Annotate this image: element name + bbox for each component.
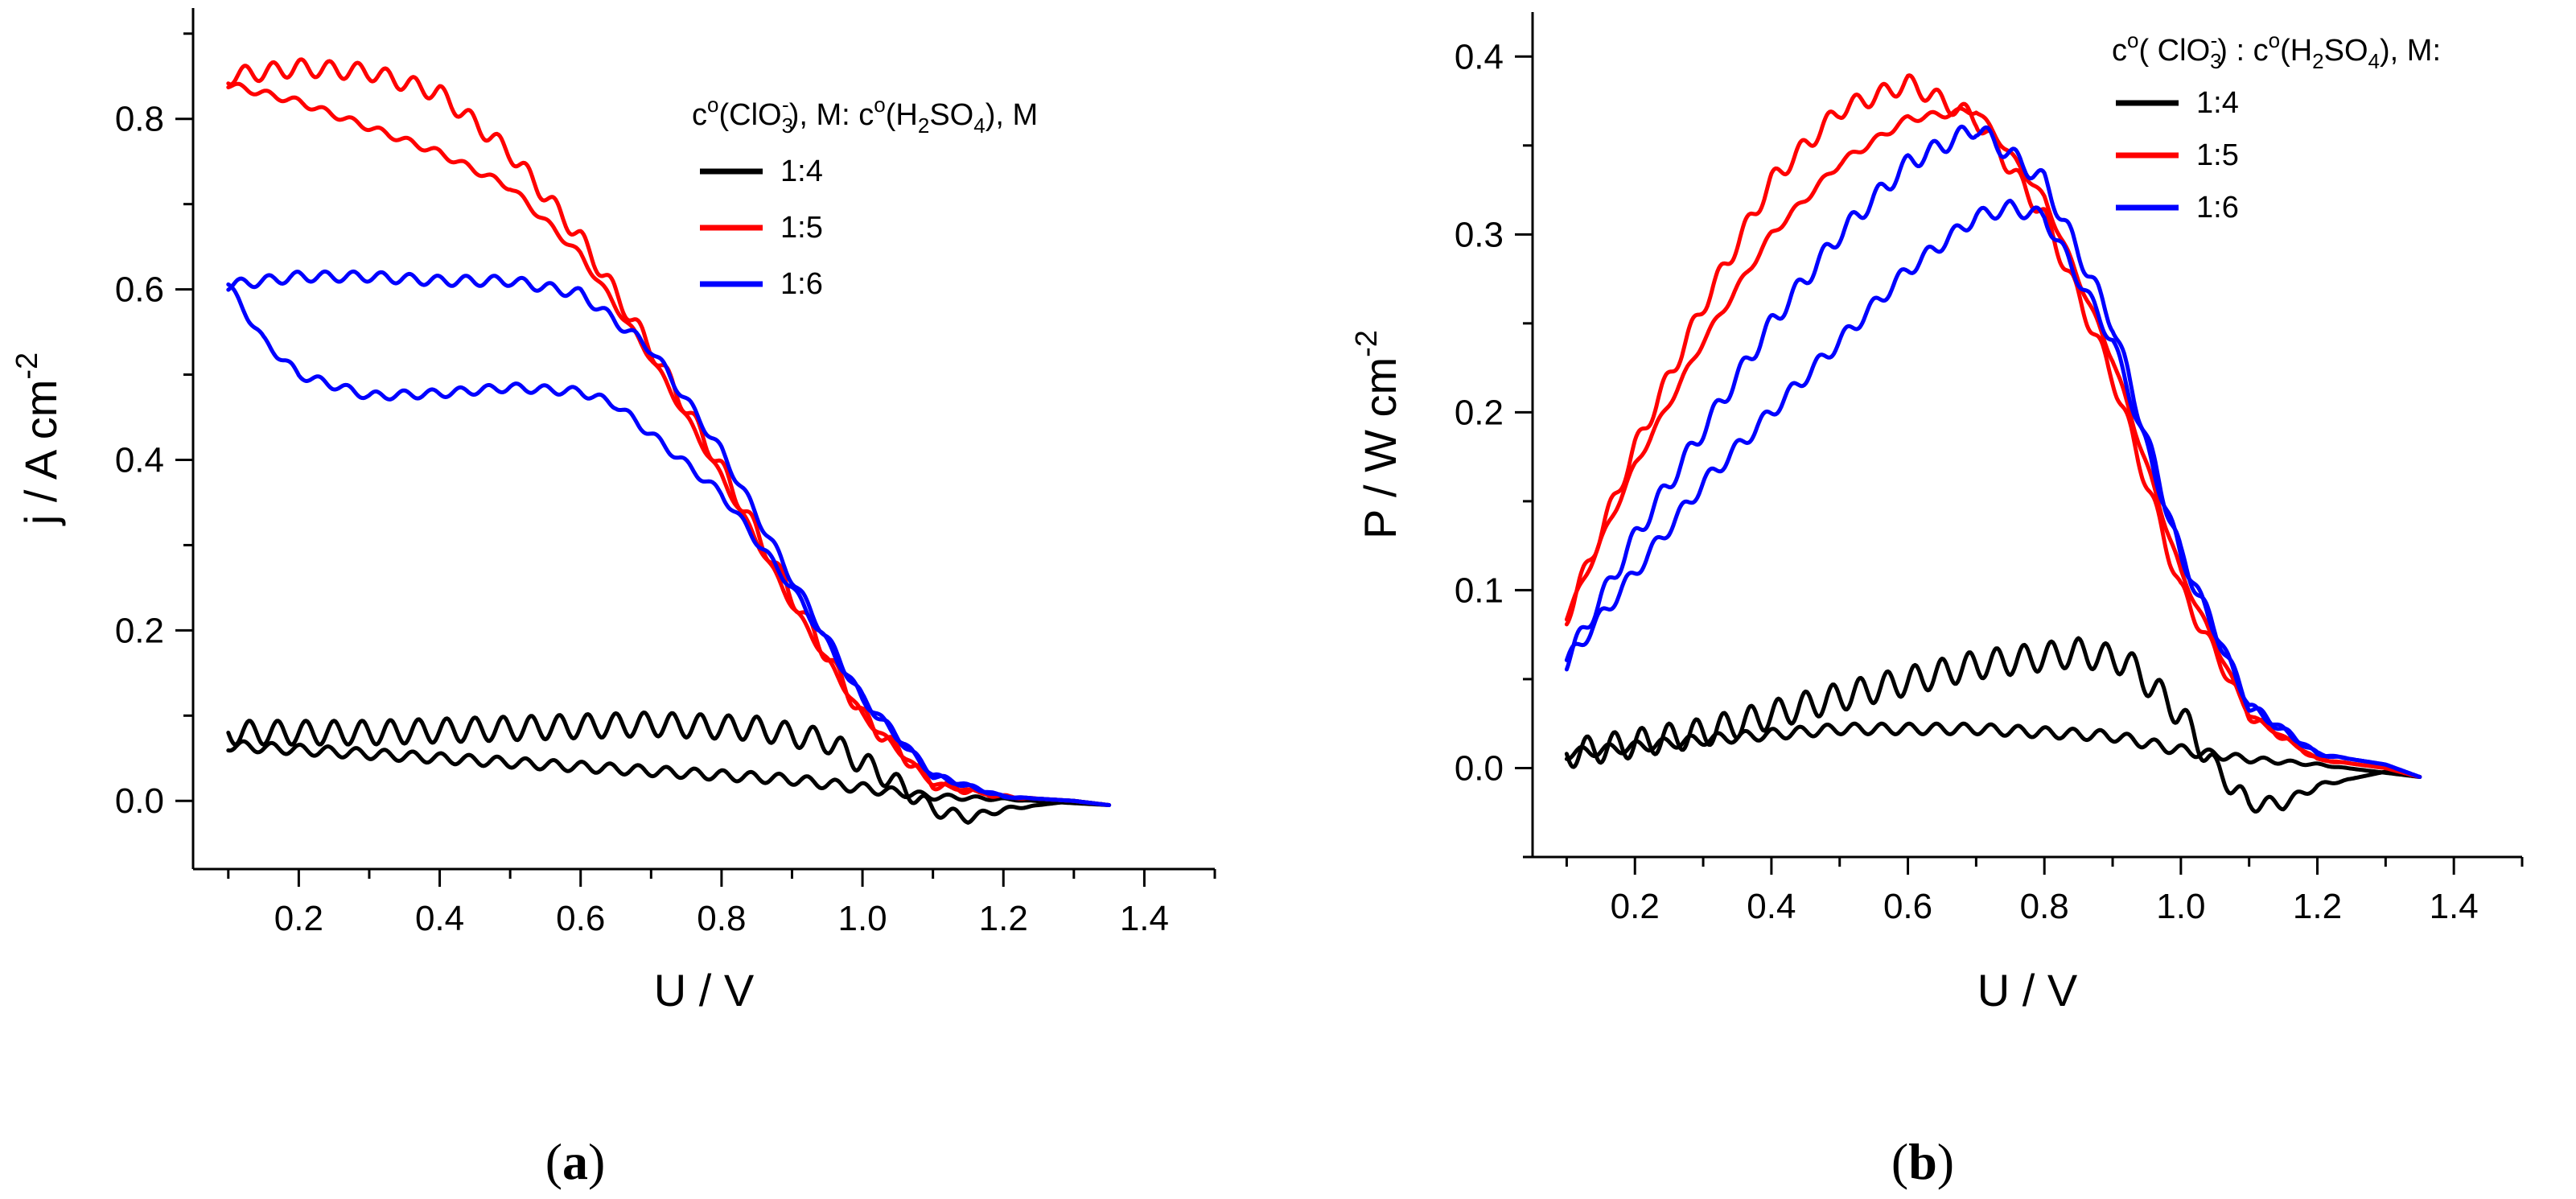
legend-title-part: (H — [2280, 34, 2312, 68]
y-tick-label: 0.4 — [115, 440, 164, 480]
y-ticks: 0.0 0.2 0.4 0.6 0.8 — [115, 32, 193, 821]
series-lines — [226, 57, 1112, 825]
series-line-1-6-branch-2 — [1564, 198, 2422, 779]
legend-title-part: (H — [886, 98, 918, 132]
panel-label-letter: b — [1908, 1133, 1937, 1190]
legend-title-part: ), M: — [2380, 34, 2441, 68]
legend-title-part: 2 — [2312, 49, 2323, 73]
x-tick-label: 0.2 — [274, 899, 323, 938]
legend-title-part: ) : c — [2217, 34, 2268, 68]
x-tick-label: 1.2 — [2293, 887, 2342, 926]
legend-label-1-6: 1:6 — [2196, 191, 2239, 225]
legend-title-part: 2 — [918, 113, 929, 138]
x-axis-title: U / V — [1977, 965, 2078, 1016]
y-tick-label: 0.2 — [1455, 393, 1504, 432]
chart-panel-a: 0.2 0.4 0.6 0.8 1.0 1.2 1.4 0.0 0.2 0.4 0.6 0.8 U … — [10, 8, 1216, 1190]
x-tick-label: 0.4 — [415, 899, 464, 938]
panel-label: (b) — [1891, 1133, 1954, 1190]
series-lines — [1564, 73, 2422, 814]
x-tick-label: 1.4 — [2430, 887, 2479, 926]
x-tick-label: 0.6 — [556, 899, 605, 938]
y-tick-label: 0.0 — [1455, 748, 1504, 788]
legend-label-1-6: 1:6 — [780, 267, 823, 301]
series-line-1-5-branch-2 — [1564, 106, 2422, 779]
legend-title-part: o — [2269, 28, 2280, 52]
series-line-1-6-branch-1 — [226, 269, 1112, 807]
x-tick-label: 0.8 — [2020, 887, 2069, 926]
legend-title: co(ClO3-), M: co(H2SO4), M — [692, 93, 1038, 138]
legend-title-part: ), M: c — [789, 98, 874, 132]
legend-title-part: SO — [929, 98, 973, 132]
y-axis-title: j / A cm-2 — [10, 352, 66, 526]
legend-title-part: - — [2211, 28, 2218, 52]
x-tick-label: 1.0 — [837, 899, 887, 938]
y-tick-label: 0.4 — [1455, 37, 1504, 76]
legend-title-part: (ClO — [718, 98, 781, 132]
legend: 1:4 1:5 1:6 — [700, 155, 823, 301]
x-tick-label: 0.8 — [697, 899, 746, 938]
legend-title-part: 3 — [2210, 49, 2221, 73]
y-axis-title-base: P / W cm — [1355, 357, 1405, 539]
series-line-1-4-branch-1 — [226, 710, 1112, 825]
series-line-1-6-branch-2 — [226, 282, 1112, 807]
y-tick-label: 0.2 — [115, 611, 164, 650]
panel-label-letter: a — [562, 1133, 588, 1190]
series-line-1-5-branch-2 — [226, 81, 1112, 807]
legend-title-part: o — [874, 93, 885, 117]
legend-title-part: o — [2127, 28, 2138, 52]
series-line-1-5-branch-1 — [226, 57, 1112, 807]
panel-label: (a) — [545, 1133, 606, 1190]
legend-title-part: 3 — [782, 113, 793, 138]
x-tick-label: 1.0 — [2156, 887, 2205, 926]
legend-title-part: 4 — [973, 113, 985, 138]
x-tick-label: 0.4 — [1747, 887, 1796, 926]
legend-title-part: c — [692, 98, 707, 132]
y-axis-title-sup: -2 — [10, 352, 44, 380]
legend-label-1-5: 1:5 — [2196, 138, 2239, 172]
legend-label-1-5: 1:5 — [780, 211, 823, 245]
legend-title-part: 4 — [2368, 49, 2380, 73]
series-line-1-5-branch-1 — [1564, 73, 2422, 779]
legend-title-part: ), M — [986, 98, 1038, 132]
y-axis-title: P / W cm-2 — [1350, 330, 1405, 539]
y-tick-label: 0.3 — [1455, 215, 1504, 254]
y-tick-label: 0.8 — [115, 100, 164, 139]
legend-label-1-4: 1:4 — [780, 155, 823, 188]
chart-panel-b: 0.2 0.4 0.6 0.8 1.0 1.2 1.4 0.0 0.1 0.2 0.3 0.4 U … — [1350, 12, 2524, 1190]
x-ticks: 0.2 0.4 0.6 0.8 1.0 1.2 1.4 — [227, 869, 1216, 938]
series-line-1-4-branch-2 — [1564, 721, 2422, 779]
legend-title-part: ( ClO — [2138, 34, 2210, 68]
x-tick-label: 0.2 — [1611, 887, 1660, 926]
x-tick-label: 0.6 — [1883, 887, 1932, 926]
legend: 1:4 1:5 1:6 — [2116, 86, 2239, 225]
y-tick-label: 0.6 — [115, 270, 164, 310]
x-ticks: 0.2 0.4 0.6 0.8 1.0 1.2 1.4 — [1565, 857, 2524, 926]
series-line-1-4-branch-2 — [226, 739, 1112, 807]
series-line-1-6-branch-1 — [1564, 124, 2422, 779]
x-tick-label: 1.4 — [1120, 899, 1169, 938]
y-axis-title-sup: -2 — [1350, 330, 1384, 357]
x-axis-title: U / V — [654, 965, 755, 1016]
legend-label-1-4: 1:4 — [2196, 86, 2239, 120]
legend-title-part: o — [707, 93, 718, 117]
legend-title-part: c — [2112, 34, 2127, 68]
y-tick-label: 0.1 — [1455, 571, 1504, 610]
x-tick-label: 1.2 — [979, 899, 1028, 938]
legend-title-part: - — [782, 93, 789, 117]
y-tick-label: 0.0 — [115, 781, 164, 821]
legend-title: co( ClO3-) : co(H2SO4), M: — [2112, 28, 2441, 73]
y-axis-title-base: j / A cm — [15, 380, 66, 527]
y-ticks: 0.0 0.1 0.2 0.3 0.4 — [1455, 37, 1533, 859]
legend-title-part: SO — [2324, 34, 2368, 68]
